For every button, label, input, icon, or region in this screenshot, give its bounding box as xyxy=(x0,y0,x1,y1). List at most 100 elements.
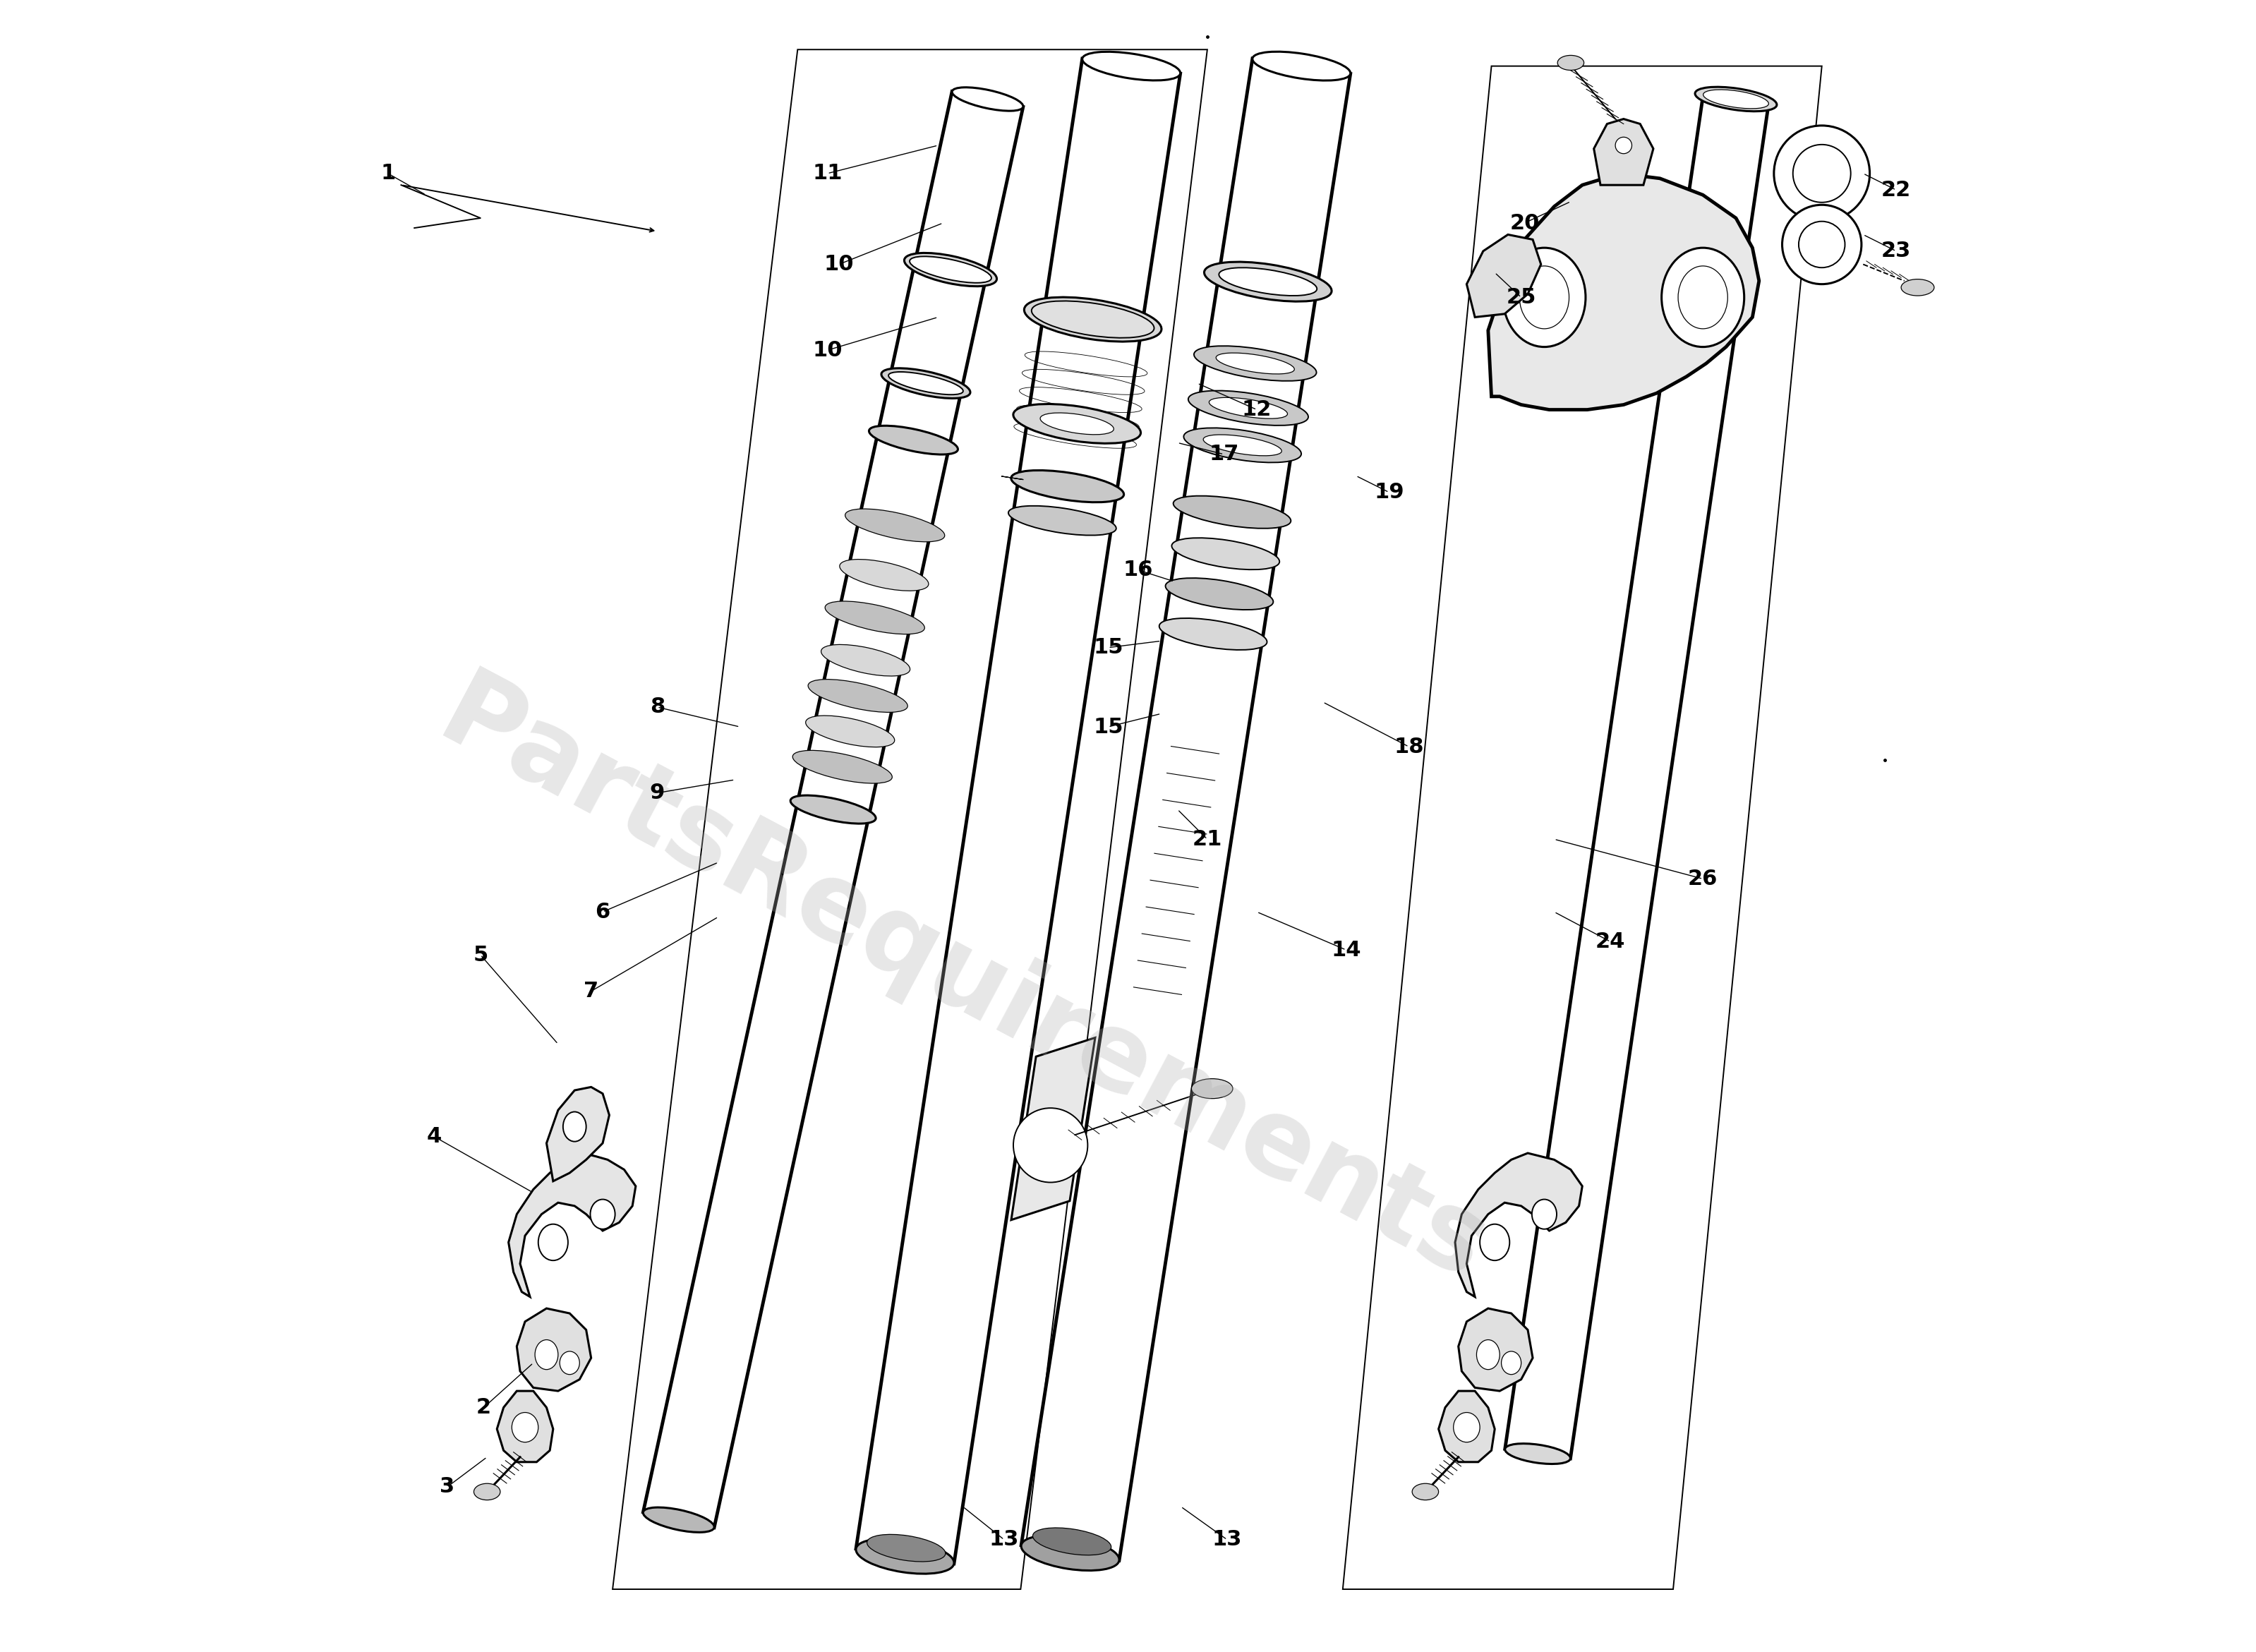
Text: 9: 9 xyxy=(650,783,666,803)
Ellipse shape xyxy=(1412,1483,1439,1500)
Polygon shape xyxy=(508,1153,636,1297)
Ellipse shape xyxy=(643,1507,715,1533)
Polygon shape xyxy=(1593,119,1654,185)
Text: 18: 18 xyxy=(1394,737,1424,757)
Ellipse shape xyxy=(866,1535,945,1561)
Text: 25: 25 xyxy=(1507,287,1536,307)
Ellipse shape xyxy=(1193,345,1318,382)
Ellipse shape xyxy=(1011,471,1123,502)
Text: 11: 11 xyxy=(812,164,841,183)
Ellipse shape xyxy=(474,1483,501,1500)
Text: 17: 17 xyxy=(1209,444,1239,464)
Text: 5: 5 xyxy=(474,945,487,965)
Polygon shape xyxy=(517,1308,591,1391)
Ellipse shape xyxy=(1013,405,1142,443)
Ellipse shape xyxy=(1694,88,1778,111)
Ellipse shape xyxy=(1173,496,1290,529)
Text: PartsRequirements: PartsRequirements xyxy=(422,662,1502,1303)
Ellipse shape xyxy=(1773,126,1870,221)
Ellipse shape xyxy=(1480,1224,1509,1260)
Ellipse shape xyxy=(1013,1108,1087,1183)
Ellipse shape xyxy=(805,715,896,747)
Text: 4: 4 xyxy=(426,1127,442,1146)
Text: 10: 10 xyxy=(812,340,841,360)
Text: 8: 8 xyxy=(650,697,666,717)
Text: 1: 1 xyxy=(381,164,395,183)
Ellipse shape xyxy=(905,253,997,286)
Ellipse shape xyxy=(1083,51,1180,81)
Ellipse shape xyxy=(1453,1412,1480,1442)
Text: 19: 19 xyxy=(1374,482,1403,502)
Ellipse shape xyxy=(1033,1528,1112,1555)
Ellipse shape xyxy=(1191,1079,1232,1099)
Ellipse shape xyxy=(591,1199,616,1229)
Polygon shape xyxy=(1342,66,1823,1589)
Text: 23: 23 xyxy=(1882,241,1911,261)
Ellipse shape xyxy=(1532,1199,1557,1229)
Polygon shape xyxy=(546,1087,609,1181)
Ellipse shape xyxy=(1615,137,1631,154)
Polygon shape xyxy=(614,50,1207,1589)
Ellipse shape xyxy=(792,750,891,783)
Ellipse shape xyxy=(1160,618,1268,649)
Text: 14: 14 xyxy=(1331,940,1360,960)
Polygon shape xyxy=(1439,1391,1496,1462)
Ellipse shape xyxy=(1521,266,1570,329)
Polygon shape xyxy=(1466,235,1541,317)
Ellipse shape xyxy=(1205,263,1331,301)
Text: 13: 13 xyxy=(988,1530,1020,1550)
Text: 2: 2 xyxy=(476,1398,492,1417)
Ellipse shape xyxy=(855,1538,954,1574)
Text: 21: 21 xyxy=(1193,829,1223,849)
Ellipse shape xyxy=(1218,268,1318,296)
Ellipse shape xyxy=(889,372,963,395)
Ellipse shape xyxy=(1703,89,1769,109)
Text: 22: 22 xyxy=(1882,180,1911,200)
Polygon shape xyxy=(1002,476,1024,479)
Text: 20: 20 xyxy=(1509,213,1539,233)
Ellipse shape xyxy=(1798,221,1845,268)
Text: 6: 6 xyxy=(596,902,609,922)
Ellipse shape xyxy=(1202,434,1281,456)
Polygon shape xyxy=(1011,1037,1094,1219)
Ellipse shape xyxy=(1678,266,1728,329)
Ellipse shape xyxy=(808,679,907,712)
Ellipse shape xyxy=(821,644,909,676)
Ellipse shape xyxy=(1478,1340,1500,1370)
Ellipse shape xyxy=(535,1340,557,1370)
Ellipse shape xyxy=(952,88,1024,111)
Ellipse shape xyxy=(1024,297,1162,342)
Ellipse shape xyxy=(1171,539,1279,570)
Text: 3: 3 xyxy=(440,1477,456,1497)
Text: 16: 16 xyxy=(1123,560,1153,580)
Polygon shape xyxy=(1457,1308,1532,1391)
Text: 7: 7 xyxy=(584,981,598,1001)
Ellipse shape xyxy=(1040,413,1114,434)
Ellipse shape xyxy=(1008,506,1117,535)
Polygon shape xyxy=(1455,1153,1581,1297)
Ellipse shape xyxy=(512,1412,539,1442)
Ellipse shape xyxy=(1216,354,1295,373)
Ellipse shape xyxy=(826,601,925,634)
Ellipse shape xyxy=(882,368,970,398)
Ellipse shape xyxy=(1209,398,1288,418)
Text: 10: 10 xyxy=(823,254,855,274)
Ellipse shape xyxy=(869,426,959,454)
Ellipse shape xyxy=(1505,1444,1570,1464)
Ellipse shape xyxy=(846,509,945,542)
Text: 13: 13 xyxy=(1211,1530,1243,1550)
Ellipse shape xyxy=(1022,1535,1119,1571)
Ellipse shape xyxy=(1031,301,1155,339)
Ellipse shape xyxy=(1782,205,1861,284)
Text: 24: 24 xyxy=(1595,932,1624,952)
Polygon shape xyxy=(496,1391,553,1462)
Ellipse shape xyxy=(1557,55,1584,71)
Ellipse shape xyxy=(1794,144,1850,203)
Text: 12: 12 xyxy=(1241,400,1272,420)
Ellipse shape xyxy=(564,1112,587,1142)
Text: 15: 15 xyxy=(1094,717,1123,737)
Ellipse shape xyxy=(1902,279,1933,296)
Ellipse shape xyxy=(559,1351,580,1374)
Ellipse shape xyxy=(1184,428,1302,463)
Text: 26: 26 xyxy=(1687,869,1717,889)
